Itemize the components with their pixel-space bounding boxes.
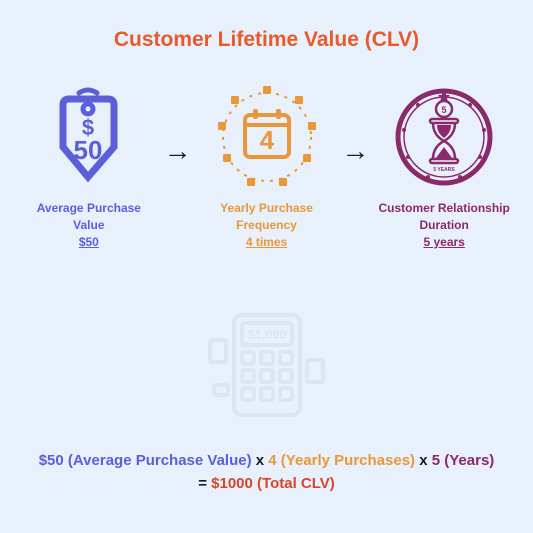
step-frequency: 4 Yearly Purchase Frequency 4 times	[198, 82, 336, 250]
step2-label: Yearly Purchase Frequency	[220, 201, 313, 232]
step3-label: Customer Relationship Duration	[379, 201, 510, 232]
svg-text:$1,000: $1,000	[247, 327, 287, 342]
formula-x2: x	[415, 452, 432, 469]
formula-p3: 5 (Years)	[432, 452, 495, 469]
step3-value: 5 years	[375, 234, 513, 251]
svg-text:50: 50	[74, 135, 103, 165]
formula-p2: 4 (Yearly Purchases)	[268, 452, 415, 469]
arrow-icon: →	[164, 135, 192, 167]
calculator-watermark-icon: $1,000	[192, 290, 342, 440]
formula-eq: =	[198, 475, 211, 492]
svg-text:5: 5	[441, 105, 446, 115]
calendar-frequency-icon: 4	[207, 82, 327, 192]
arrow-icon: →	[341, 135, 369, 167]
svg-text:4: 4	[259, 125, 274, 155]
price-tag-icon: $ 50	[41, 87, 136, 187]
formula-x1: x	[252, 452, 269, 469]
step1-label: Average Purchase Value	[37, 201, 141, 232]
clv-steps-row: $ 50 Average Purchase Value $50 →	[20, 82, 513, 250]
clv-formula: $50 (Average Purchase Value) x 4 (Yearly…	[0, 450, 533, 495]
step-purchase-value: $ 50 Average Purchase Value $50	[20, 82, 158, 250]
formula-result: $1000 (Total CLV)	[211, 475, 335, 492]
step2-value: 4 times	[198, 234, 336, 251]
step1-value: $50	[20, 234, 158, 251]
svg-text:5 YEARS: 5 YEARS	[433, 167, 455, 173]
page-title: Customer Lifetime Value (CLV)	[20, 28, 513, 52]
formula-p1: $50 (Average Purchase Value)	[39, 452, 252, 469]
hourglass-duration-icon: 5 5 YEARS	[392, 85, 497, 190]
step-duration: 5 5 YEARS Customer Relationship Duration…	[375, 82, 513, 250]
